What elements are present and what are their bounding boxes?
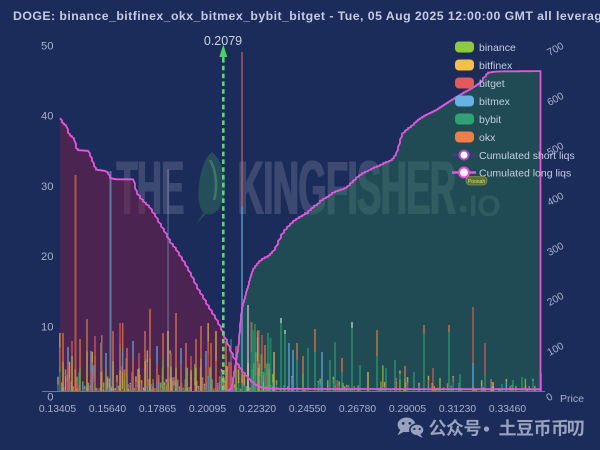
svg-text:30: 30 (41, 181, 53, 193)
svg-text:0.31230: 0.31230 (439, 404, 476, 415)
svg-text:50: 50 (41, 40, 53, 52)
svg-text:20: 20 (41, 251, 53, 263)
svg-text:bybit: bybit (479, 114, 501, 126)
svg-text:bitget: bitget (479, 78, 505, 90)
svg-text:binance: binance (479, 42, 516, 54)
svg-text:bitfinex: bitfinex (479, 60, 513, 72)
svg-text:IO: IO (469, 190, 501, 223)
svg-text:DOGE: binance_bitfinex_okx_bit: DOGE: binance_bitfinex_okx_bitmex_bybit_… (13, 9, 600, 23)
svg-text:0.13405: 0.13405 (39, 404, 76, 415)
svg-text:bitmex: bitmex (479, 96, 511, 108)
svg-text:Price: Price (560, 393, 584, 405)
svg-text:0.17865: 0.17865 (139, 404, 176, 415)
svg-text:0: 0 (47, 391, 53, 403)
svg-text:0.2079: 0.2079 (204, 34, 242, 48)
svg-text:0.33460: 0.33460 (489, 404, 526, 415)
svg-text:10: 10 (41, 321, 53, 333)
svg-text:0.15640: 0.15640 (89, 404, 126, 415)
svg-text:0.29005: 0.29005 (389, 404, 426, 415)
svg-text:0.22320: 0.22320 (239, 404, 276, 415)
svg-text:0.24550: 0.24550 (289, 404, 326, 415)
svg-text:40: 40 (41, 111, 53, 123)
svg-text:Cumulated long liqs: Cumulated long liqs (479, 167, 571, 179)
svg-text:0: 0 (545, 391, 556, 404)
svg-text:0.20095: 0.20095 (189, 404, 226, 415)
svg-text:0.26780: 0.26780 (339, 404, 376, 415)
svg-text:Poonah: Poonah (468, 179, 485, 185)
svg-text:Cumulated short liqs: Cumulated short liqs (479, 150, 575, 162)
svg-text:okx: okx (479, 132, 496, 144)
